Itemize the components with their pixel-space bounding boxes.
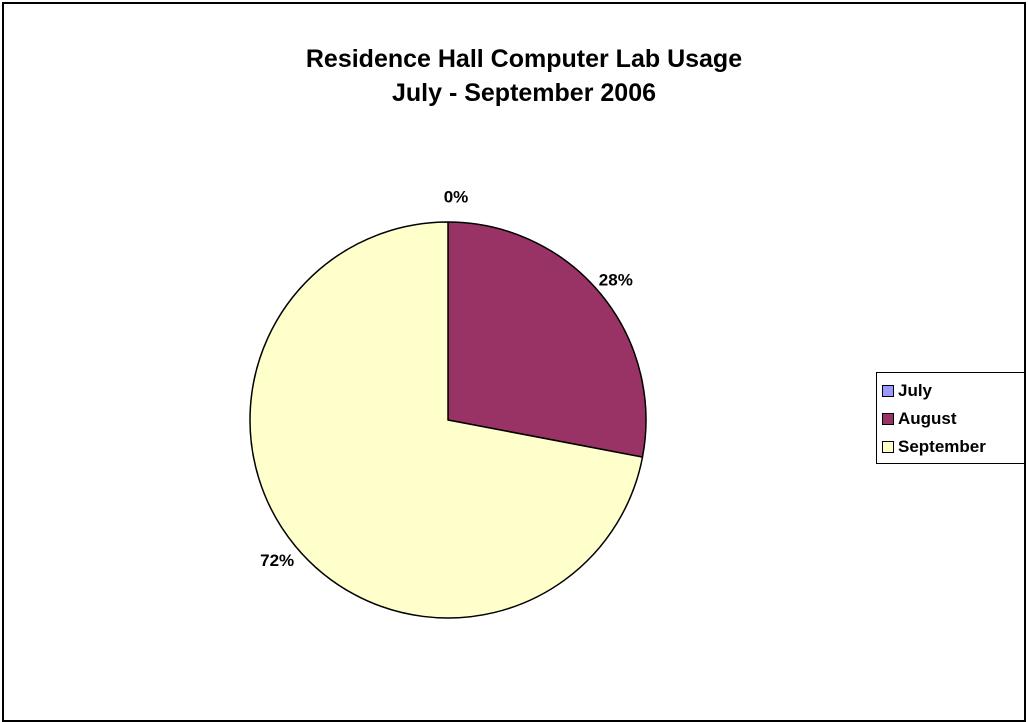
pie-slice-september xyxy=(249,221,644,619)
legend-swatch-july xyxy=(882,385,894,397)
legend-item-september: September xyxy=(877,433,1024,461)
pie-slice-group-september: 72% xyxy=(249,221,644,619)
legend: July August September xyxy=(876,372,1025,464)
chart-title: Residence Hall Computer Lab Usage July -… xyxy=(0,42,1028,110)
legend-item-july: July xyxy=(877,377,1024,405)
legend-label-july: July xyxy=(898,381,933,400)
data-label-august: 28% xyxy=(599,271,633,290)
data-label-july: 0% xyxy=(444,187,469,206)
chart-title-line-2: July - September 2006 xyxy=(391,79,656,107)
data-label-september: 72% xyxy=(260,551,294,570)
legend-label-august: August xyxy=(898,409,957,428)
legend-swatch-september xyxy=(882,441,894,453)
legend-swatch-august xyxy=(882,413,894,425)
legend-label-september: September xyxy=(898,437,986,456)
pie-slice-august xyxy=(447,221,647,458)
pie-slice-group-august: 28% xyxy=(447,221,647,458)
chart-title-line-1: Residence Hall Computer Lab Usage xyxy=(305,45,743,73)
legend-item-august: August xyxy=(877,405,1024,433)
